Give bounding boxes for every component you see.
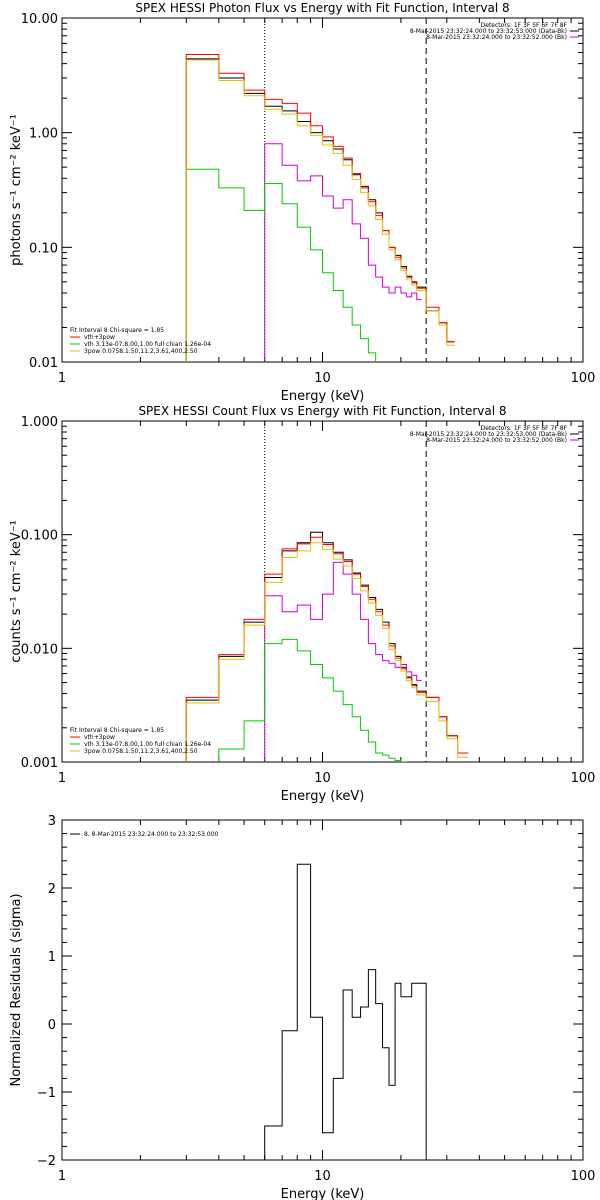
x-tick-label: 10 [314, 1169, 331, 1184]
legend-entry: vth+3pow [84, 734, 115, 741]
legend-entry: 3pow 0.0758,1.50,11.2,3.61,400,2.50 [84, 748, 198, 755]
y-axis-label: counts s⁻¹ cm⁻² keV⁻¹ [9, 520, 24, 663]
y-axis-label: photons s⁻¹ cm⁻² keV⁻¹ [9, 114, 24, 266]
legend-entry: Fit Interval 8 Chi-square = 1.85 [70, 727, 164, 734]
y-tick-label: 0 [48, 1018, 56, 1033]
series-data [185, 58, 455, 362]
y-axis-label: Normalized Residuals (sigma) [9, 893, 24, 1086]
y-tick-label: 0.01 [29, 356, 58, 371]
x-tick-label: 1 [58, 371, 66, 386]
y-tick-label: 0.100 [21, 529, 58, 544]
header-line: 8-Mar-2015 23:32:24.000 to 23:32:53.000 … [410, 431, 567, 438]
series-fit-total [185, 536, 469, 762]
legend-entry: vth 3.13e-07,8.00,1.00 full chian 1.26e-… [84, 341, 211, 348]
header-line: Detectors: 1F 3F 5F 6F 7F 8F [481, 22, 568, 29]
plot-area [264, 863, 427, 1160]
chart-title: SPEX HESSI Photon Flux vs Energy with Fi… [135, 1, 509, 15]
header-line: 8-Mar-2015 23:32:24.000 to 23:32:53.000 … [410, 28, 567, 35]
series-background [264, 561, 422, 762]
x-tick-label: 100 [571, 771, 596, 786]
legend-entry: Fit Interval 8 Chi-square = 1.85 [70, 327, 164, 334]
y-tick-label: −2 [37, 1154, 56, 1169]
header-line: 8-Mar-2015 23:32:24.000 to 23:32:52.000 … [426, 437, 567, 444]
header-line: 8-Mar-2015 23:32:24.000 to 23:32:52.000 … [426, 34, 567, 41]
series-background [264, 143, 422, 362]
series-residuals [264, 863, 427, 1160]
x-axis-label: Energy (keV) [281, 1187, 365, 1200]
y-tick-label: −1 [37, 1086, 56, 1101]
plot-frame [61, 420, 584, 763]
y-tick-label: 0.010 [21, 642, 58, 657]
x-axis-label: Energy (keV) [281, 789, 365, 804]
legend-entry: vth 3.13e-07,8.00,1.00 full chian 1.26e-… [84, 741, 211, 748]
plot-area [185, 421, 469, 762]
legend-entry: 3pow 0.0758,1.50,11.2,3.61,400,2.50 [84, 348, 198, 355]
series-thermal [185, 168, 377, 362]
y-tick-label: 10.00 [21, 12, 58, 27]
series-thermal [185, 638, 407, 762]
series-power-law [185, 59, 455, 362]
y-tick-label: 0.10 [29, 241, 58, 256]
header-line: Detectors: 1F 3F 5F 6F 7F 8F [481, 425, 568, 432]
residuals-panel: 1 10 100 −2 −1 0 1 2 3 Energy (keV) Normalized Res… [9, 814, 595, 1200]
y-tick-label: 1 [48, 950, 56, 965]
series-fit-total [185, 54, 455, 362]
x-tick-label: 100 [571, 1169, 596, 1184]
count-flux-panel: SPEX HESSI Count Flux vs Energy with Fit… [9, 404, 595, 804]
x-tick-label: 10 [314, 771, 331, 786]
plot-area [185, 18, 455, 362]
x-axis-label: Energy (keV) [281, 389, 365, 404]
y-tick-label: 1.00 [29, 127, 58, 142]
y-tick-label: 2 [48, 882, 56, 897]
legend-entry: vth+3pow [84, 334, 115, 341]
chart-title: SPEX HESSI Count Flux vs Energy with Fit… [138, 404, 506, 418]
x-tick-label: 1 [58, 771, 66, 786]
x-tick-label: 10 [314, 371, 331, 386]
series-power-law [185, 542, 469, 762]
x-tick-label: 1 [58, 1169, 66, 1184]
y-tick-label: 0.001 [21, 756, 58, 771]
photon-flux-panel: SPEX HESSI Photon Flux vs Energy with Fi… [9, 1, 595, 404]
legend-entry: 8, 8-Mar-2015 23:32:24.000 to 23:32:53.0… [84, 831, 219, 838]
x-tick-label: 100 [571, 371, 596, 386]
y-tick-label: 1.000 [21, 415, 58, 430]
y-tick-label: 3 [48, 814, 56, 829]
